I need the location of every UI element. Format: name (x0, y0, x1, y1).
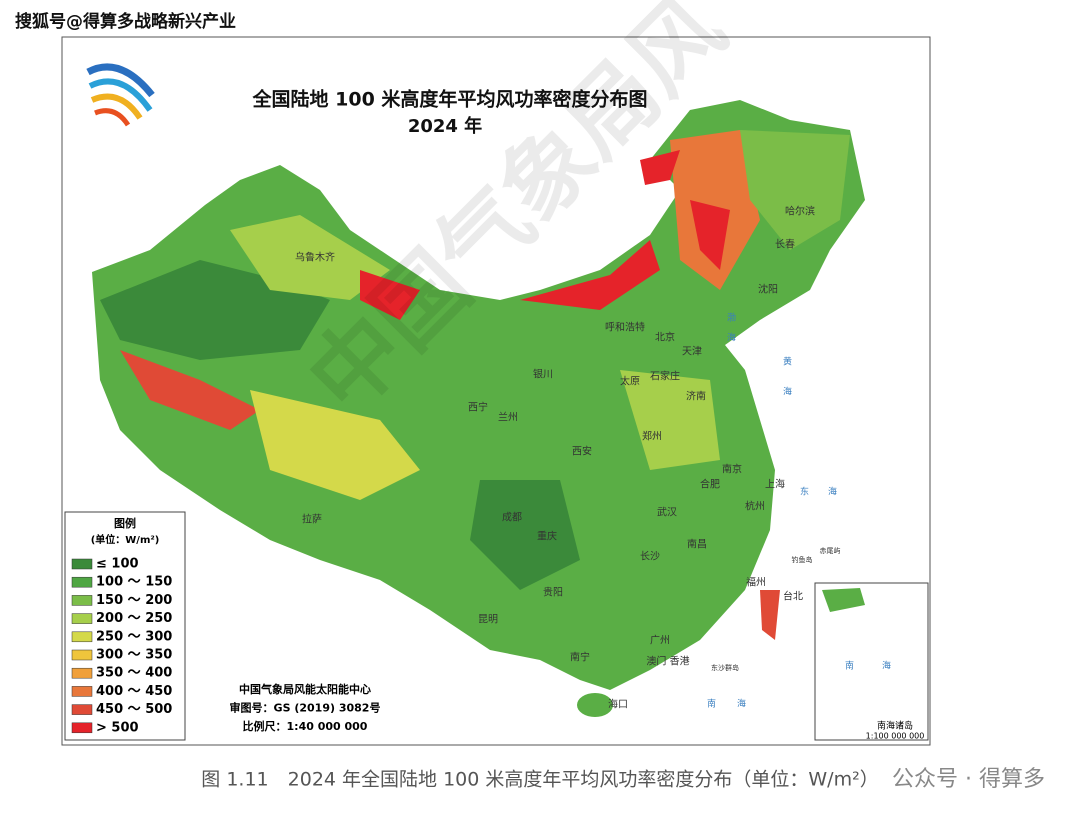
inset-land (822, 588, 865, 612)
sea-label: 黄 (783, 356, 792, 368)
inset-scale: 1:100 000 000 (866, 732, 925, 741)
legend-title: 图例 (114, 516, 136, 530)
map-subtitle: 2024 年 (408, 115, 482, 137)
sea-label: 海 (737, 698, 746, 710)
source-tag: 搜狐号@得算多战略新兴产业 (15, 11, 236, 32)
sea-label: 东 (800, 486, 809, 498)
island-label: 东沙群岛 (711, 663, 739, 672)
city-label: 南宁 (570, 651, 590, 664)
credit: 审图号：GS (2019) 3082号 (230, 701, 381, 715)
city-label: 乌鲁木齐 (295, 251, 335, 264)
city-label: 济南 (686, 390, 706, 403)
city-label: 台北 (783, 590, 803, 603)
legend-label: 350 ～ 400 (96, 666, 172, 681)
legend-swatch (71, 558, 93, 570)
city-label: 石家庄 (650, 370, 680, 383)
legend-label: 250 ～ 300 (96, 629, 172, 644)
sea-label: 海 (783, 386, 792, 398)
city-label: 哈尔滨 (785, 205, 815, 218)
city-label: 广州 (650, 635, 670, 647)
legend-label: ≤ 100 (96, 557, 139, 572)
legend-label: > 500 (96, 720, 139, 735)
city-label: 福州 (746, 576, 766, 589)
legend-swatch (71, 667, 93, 679)
city-label: 重庆 (537, 530, 557, 543)
china-landmass (92, 100, 865, 717)
credit: 比例尺：1:40 000 000 (243, 719, 368, 733)
legend-unit: (单位：W/m²) (91, 533, 160, 546)
city-label: 贵阳 (543, 586, 563, 599)
city-label: 昆明 (478, 614, 498, 626)
city-label: 澳门 香港 (646, 655, 689, 668)
legend-label: 100 ～ 150 (96, 575, 172, 590)
city-label: 海口 (608, 698, 628, 711)
city-label: 银川 (533, 368, 553, 381)
city-label: 沈阳 (758, 283, 778, 296)
city-label: 西安 (572, 445, 592, 458)
inset-title: 南海诸岛 (877, 720, 913, 732)
legend-swatch (71, 722, 93, 734)
city-label: 太原 (620, 375, 640, 388)
legend-swatch (71, 613, 93, 624)
legend-swatch (71, 704, 93, 715)
city-label: 长春 (775, 239, 795, 251)
sea-label: 海 (828, 486, 837, 498)
city-label: 北京 (655, 331, 675, 344)
legend-label: 400 ～ 450 (96, 684, 172, 699)
city-label: 西宁 (468, 401, 488, 414)
city-label: 兰州 (498, 411, 518, 424)
city-label: 成都 (502, 512, 522, 524)
sea-label: 南 (707, 698, 716, 710)
island-label: 钓鱼岛 (792, 555, 813, 564)
inset-sea: 海 (882, 660, 891, 672)
city-label: 武汉 (657, 506, 677, 519)
legend-swatch (71, 595, 93, 606)
city-label: 天津 (682, 346, 702, 358)
legend-swatch (71, 576, 93, 588)
credit: 中国气象局风能太阳能中心 (239, 682, 371, 696)
caption: 图 1.11 2024 年全国陆地 100 米高度年平均风功率密度分布（单位：W… (201, 769, 878, 791)
legend-swatch (71, 649, 93, 661)
city-label: 南昌 (687, 538, 707, 551)
corner-tag: 公众号 · 得算多 (892, 767, 1045, 792)
city-label: 长沙 (640, 551, 660, 563)
legend-box (64, 511, 186, 741)
island-label: 赤尾屿 (820, 546, 841, 555)
city-label: 呼和浩特 (605, 322, 645, 334)
legend-label: 200 ～ 250 (96, 611, 172, 626)
sea-label: 海 (727, 332, 736, 344)
city-label: 杭州 (745, 500, 765, 513)
city-label: 郑州 (642, 430, 662, 443)
legend-label: 300 ～ 350 (96, 648, 172, 663)
logo (86, 63, 155, 127)
city-label: 南京 (722, 463, 742, 476)
legend-label: 450 ～ 500 (96, 702, 172, 717)
sea-label: 渤 (727, 312, 736, 324)
legend-swatch (71, 686, 93, 697)
map-title: 全国陆地 100 米高度年平均风功率密度分布图 (252, 88, 648, 111)
city-label: 合肥 (700, 478, 720, 491)
inset-sea: 南 (845, 660, 854, 672)
legend-swatch (71, 631, 93, 643)
legend-label: 150 ～ 200 (96, 593, 172, 608)
city-label: 上海 (765, 478, 785, 491)
city-label: 拉萨 (302, 513, 322, 526)
